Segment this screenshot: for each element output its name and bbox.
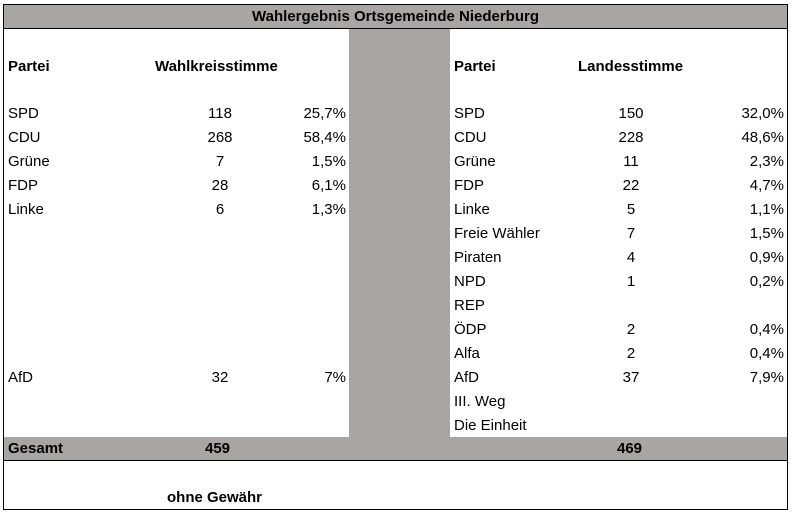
right-row-party: Die Einheit [454, 417, 527, 434]
table-title: Wahlergebnis Ortsgemeinde Niederburg [4, 5, 787, 29]
left-row-pct: 7% [324, 369, 346, 386]
right-row-party: NPD [454, 273, 486, 290]
right-row-votes: 7 [626, 225, 636, 242]
total-right-votes: 469 [617, 440, 643, 457]
right-row-party: Grüne [454, 153, 496, 170]
left-header-votes: Wahlkreisstimme [155, 58, 278, 75]
right-row-votes [611, 390, 651, 414]
left-row-votes: 32 [211, 369, 229, 386]
left-row-pct: 58,4% [303, 129, 346, 146]
table-frame [3, 4, 788, 510]
right-row-votes: 2 [626, 345, 636, 362]
left-row-votes: 118 [208, 105, 232, 122]
right-row-pct: 2,3% [749, 153, 784, 170]
left-header-party: Partei [8, 58, 50, 75]
disclaimer-footer: ohne Gewähr [167, 489, 263, 506]
right-row-party: FDP [454, 177, 484, 194]
right-row-party: SPD [454, 105, 485, 122]
right-row-votes [611, 294, 651, 318]
right-row-votes: 37 [622, 369, 640, 386]
right-row-party: ÖDP [454, 321, 487, 338]
right-row-party: Linke [454, 201, 490, 218]
right-row-pct: 0,4% [749, 321, 784, 338]
total-left-votes: 459 [205, 440, 231, 457]
left-row-party: SPD [8, 105, 39, 122]
right-row-votes: 2 [626, 321, 636, 338]
column-divider [349, 29, 450, 437]
right-row-pct [714, 414, 784, 438]
total-row [4, 437, 787, 461]
right-row-pct: 0,2% [749, 273, 784, 290]
right-row-pct: 1,5% [749, 225, 784, 242]
right-row-votes: 5 [626, 201, 636, 218]
right-row-pct: 32,0% [741, 105, 784, 122]
right-row-party: Piraten [454, 249, 502, 266]
left-row-party: Linke [8, 201, 44, 218]
left-row-party: Grüne [8, 153, 50, 170]
right-row-pct: 48,6% [741, 129, 784, 146]
right-row-votes [611, 414, 651, 438]
right-row-pct: 7,9% [749, 369, 784, 386]
right-row-pct: 0,4% [749, 345, 784, 362]
right-row-votes: 228 [618, 129, 644, 146]
right-row-party: Freie Wähler [454, 225, 540, 242]
right-row-votes: 1 [626, 273, 636, 290]
left-row-pct: 1,5% [311, 153, 346, 170]
right-row-pct: 1,1% [749, 201, 784, 218]
left-row-votes: 7 [215, 153, 225, 170]
left-row-party: AfD [8, 369, 34, 386]
right-row-pct [714, 390, 784, 414]
left-row-party: FDP [8, 177, 38, 194]
left-row-pct: 25,7% [303, 105, 346, 122]
right-row-votes: 22 [622, 177, 640, 194]
right-header-votes: Landesstimme [578, 58, 684, 75]
total-label: Gesamt [8, 440, 64, 457]
right-row-pct: 4,7% [749, 177, 784, 194]
right-row-votes: 150 [618, 105, 644, 122]
right-row-party: III. Weg [454, 393, 506, 410]
right-row-pct [714, 294, 784, 318]
right-header-party: Partei [454, 58, 496, 75]
right-row-party: Alfa [454, 345, 480, 362]
left-row-votes: 28 [211, 177, 229, 194]
right-row-votes: 4 [626, 249, 636, 266]
left-row-pct: 6,1% [311, 177, 346, 194]
right-row-party: CDU [454, 129, 487, 146]
left-row-pct: 1,3% [311, 201, 346, 218]
right-row-party: REP [454, 297, 485, 314]
left-row-party: CDU [8, 129, 41, 146]
left-row-votes: 6 [215, 201, 225, 218]
left-row-votes: 268 [207, 129, 233, 146]
right-row-pct: 0,9% [749, 249, 784, 266]
right-row-votes: 11 [623, 153, 639, 170]
right-row-party: AfD [454, 369, 480, 386]
